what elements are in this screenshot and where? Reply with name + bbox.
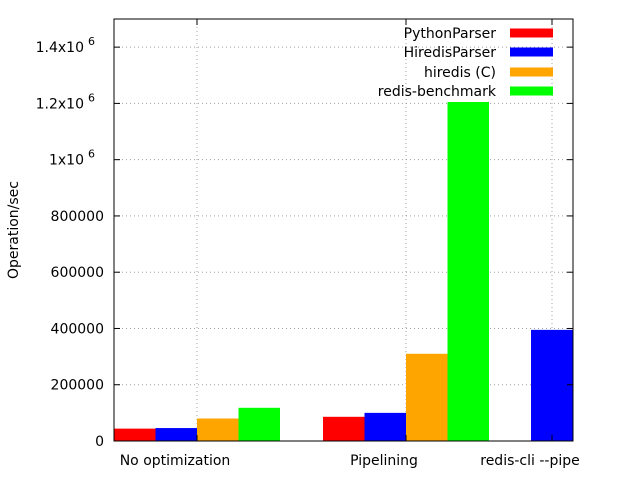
legend-label: redis-benchmark — [378, 84, 497, 100]
y-tick-label: 200000 — [51, 378, 104, 394]
bar — [197, 418, 239, 441]
bar — [406, 353, 448, 441]
legend-swatch — [510, 28, 553, 38]
y-axis-label: Operation/sec — [6, 181, 22, 279]
legend: PythonParser HiredisParser hiredis (C) redi… — [378, 26, 553, 100]
legend-swatch — [510, 67, 553, 77]
bar — [447, 101, 489, 441]
bar — [114, 428, 156, 441]
y-tick-exponent: 6 — [88, 148, 95, 161]
x-tick-label: Pipelining — [350, 453, 418, 469]
x-tick-label: No optimization — [120, 453, 231, 469]
legend-swatch — [510, 86, 553, 96]
y-tick-label: 1x10 6 — [49, 148, 95, 169]
bar — [531, 329, 573, 441]
y-tick-exponent: 6 — [88, 35, 95, 48]
legend-label: hiredis (C) — [424, 65, 496, 81]
y-tick-label: 800000 — [51, 209, 104, 225]
bar — [323, 416, 365, 441]
y-tick-exponent: 6 — [88, 91, 95, 104]
bars — [114, 101, 573, 441]
x-tick-label: redis-cli --pipe — [480, 453, 580, 469]
y-tick-label: 1.4x10 6 — [36, 35, 95, 56]
y-tick-label: 0 — [95, 434, 104, 450]
plot-frame — [113, 18, 574, 442]
bar — [238, 407, 280, 441]
bar — [155, 428, 197, 441]
bar — [364, 412, 406, 441]
y-tick-label: 400000 — [51, 321, 104, 337]
axis-ticks: 0 200000 400000 600000 800000 1x10 6 1.2x10 6 1.4… — [36, 19, 580, 469]
grid-lines — [114, 19, 573, 441]
legend-swatch — [510, 47, 553, 57]
y-tick-label: 1.2x10 6 — [36, 91, 95, 112]
legend-label: HiredisParser — [404, 45, 497, 61]
y-tick-label: 600000 — [51, 265, 104, 281]
legend-label: PythonParser — [404, 26, 497, 42]
